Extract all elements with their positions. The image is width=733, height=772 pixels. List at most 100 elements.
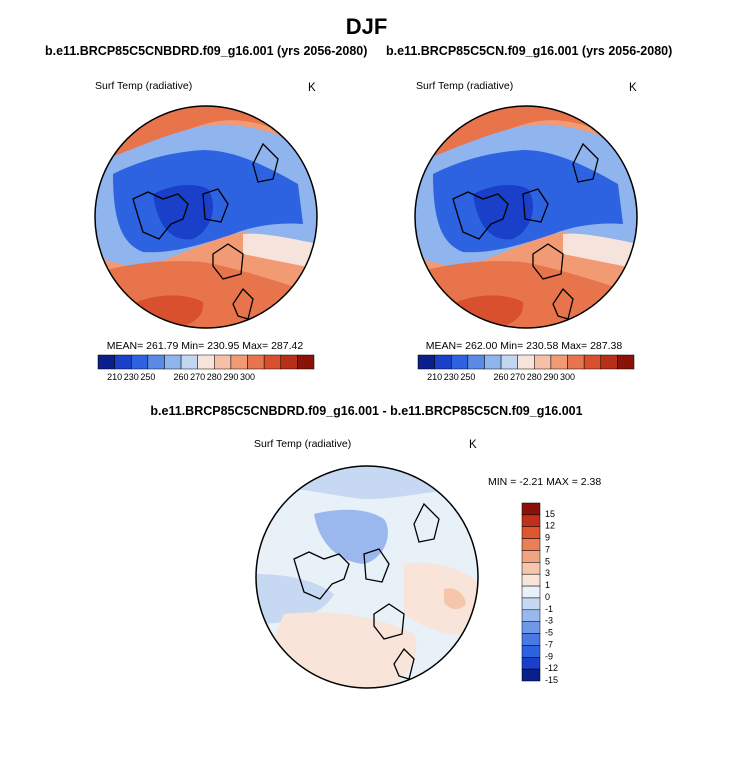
panel3-colorbar: 15 12 97 5 3 1 0 -1 -3 -5-7 -9 -12 -15 — [521, 502, 558, 685]
panel2-colorbar-tick-label: 230 — [444, 372, 459, 382]
panel1-colorbar-tick-label: 280 — [207, 372, 222, 382]
panel3-colorbar-tick-label: -5 — [545, 628, 553, 638]
panel3-units: K — [469, 439, 477, 451]
panel1-colorbar-tick-label: 270 — [190, 372, 205, 382]
panel1-colorbar-swatch-7 — [214, 354, 232, 370]
panel3-colorbar-swatch-2 — [521, 526, 541, 539]
panel2-stats: MEAN= 262.00 Min= 230.58 Max= 287.38 — [425, 340, 623, 352]
panel2-colorbar-swatch-0 — [417, 354, 435, 370]
panel3-cool-west — [256, 574, 334, 624]
panel2-coldest-core — [473, 184, 533, 240]
panel3-slight-cool-north — [256, 466, 478, 500]
panel1-colorbar-swatch-10 — [263, 354, 282, 370]
panel2-colorbar-swatch-4 — [484, 354, 502, 370]
figure-title: DJF — [345, 14, 388, 39]
panel3-colorbar-swatch-9 — [521, 609, 541, 622]
panel3-colorbar-swatch-7 — [521, 585, 541, 599]
panel3-warm-east — [404, 562, 478, 636]
panel3-warm-spot — [444, 588, 466, 610]
panel1-colorbar-swatch-6 — [197, 354, 215, 370]
panel3-colorbar-swatch-12 — [521, 645, 541, 658]
panel1-coldest-core — [153, 184, 213, 240]
panel2-colorbar-tick-label: 210 — [427, 372, 442, 382]
diff-panel-title: b.e11.BRCP85C5CNBDRD.f09_g16.001 - b.e11… — [150, 404, 583, 418]
panel3-colorbar-tick-label: 3 — [545, 568, 550, 578]
panel3-cool-patch — [314, 509, 388, 564]
panel3-colorbar-swatch-13 — [521, 657, 541, 670]
panel3-colorbar-tick-label: 15 — [545, 509, 555, 519]
panel1-colorbar-tick-label: 210 — [107, 372, 122, 382]
panel2-colorbar: 210 230 250 260 270 280 290 300 — [417, 354, 635, 382]
panel1-coastlines — [132, 142, 279, 320]
panel1-colorbar-tick-label: 300 — [240, 372, 255, 382]
panel2-colorbar-tick-label: 250 — [460, 372, 475, 382]
panel3-colorbar-swatch-8 — [521, 597, 541, 611]
panel3-colorbar-swatch-10 — [521, 621, 541, 634]
panel1-colorbar-swatch-0 — [97, 354, 115, 370]
panel3-colorbar-swatch-14 — [521, 668, 541, 682]
panel1-colorbar-swatch-1 — [114, 354, 132, 370]
panel1-colorbar-swatch-8 — [230, 354, 248, 370]
panel2-coastlines — [452, 142, 599, 320]
panel2-colorbar-tick-label: 280 — [527, 372, 542, 382]
panel2-colorbar-swatch-5 — [500, 354, 518, 370]
panel2-map — [414, 105, 638, 329]
panel2-title: b.e11.BRCP85C5CN.f09_g16.001 (yrs 2056-2… — [386, 44, 673, 58]
panel2-colorbar-swatch-9 — [567, 354, 585, 370]
panel1-variable: Surf Temp (radiative) — [95, 80, 193, 92]
panel2-colorbar-swatch-7 — [534, 354, 552, 370]
panel3-variable: Surf Temp (radiative) — [254, 438, 352, 450]
panel1-colorbar-swatch-3 — [147, 354, 165, 370]
panel2-colorbar-tick-label: 290 — [543, 372, 558, 382]
panel3-colorbar-tick-label: 9 — [545, 533, 550, 543]
panel3-colorbar-tick-label: 1 — [545, 580, 550, 590]
panel1-stats: MEAN= 261.79 Min= 230.95 Max= 287.42 — [106, 340, 304, 352]
panel1-colorbar-tick-label: 290 — [223, 372, 238, 382]
panel1-colorbar-tick-label: 230 — [124, 372, 139, 382]
panel1-colorbar-swatch-5 — [180, 354, 198, 370]
panel2-colorbar-swatch-12 — [617, 354, 635, 370]
panel3-colorbar-swatch-4 — [521, 550, 541, 563]
panel3-colorbar-swatch-0 — [521, 502, 541, 516]
panel1-colorbar-swatch-11 — [280, 354, 298, 370]
panel3-colorbar-swatch-1 — [521, 514, 541, 527]
panel2-variable: Surf Temp (radiative) — [416, 80, 514, 92]
panel3-colorbar-tick-label: -7 — [545, 639, 553, 649]
panel3-colorbar-tick-label: -15 — [545, 675, 558, 685]
panel3-colorbar-tick-label: 12 — [545, 521, 555, 531]
panel2-colorbar-swatch-11 — [600, 354, 618, 370]
panel3-colorbar-swatch-3 — [521, 538, 541, 551]
panel1-colorbar-swatch-2 — [130, 354, 149, 370]
panel3-colorbar-tick-label: -1 — [545, 604, 553, 614]
panel2-colorbar-swatch-1 — [434, 354, 452, 370]
panel3-colorbar-tick-label: 5 — [545, 556, 550, 566]
panel2-colorbar-tick-label: 260 — [494, 372, 509, 382]
panel1-colorbar: 210 230 250 260 270 280 290 300 — [97, 354, 315, 382]
panel1-colorbar-swatch-4 — [164, 354, 182, 370]
panel3-stats: MIN = -2.21 MAX = 2.38 — [488, 476, 602, 488]
panel2-units: K — [629, 82, 637, 94]
panel3-colorbar-swatch-5 — [521, 562, 541, 575]
panel2-colorbar-swatch-8 — [550, 354, 568, 370]
panel1-title: b.e11.BRCP85C5CNBDRD.f09_g16.001 (yrs 20… — [45, 44, 368, 58]
panel2-colorbar-swatch-3 — [467, 354, 485, 370]
panel3-coastlines — [293, 502, 440, 680]
panel1-map — [94, 105, 318, 329]
panel2-colorbar-swatch-2 — [450, 354, 469, 370]
panel2-colorbar-tick-label: 270 — [510, 372, 525, 382]
panel3-colorbar-swatch-11 — [521, 633, 541, 646]
panel1-units: K — [308, 82, 316, 94]
panel1-mild-band — [243, 233, 317, 269]
panel2-mild-band — [563, 233, 637, 269]
panel3-colorbar-tick-label: -9 — [545, 651, 553, 661]
panel1-colorbar-tick-label: 260 — [174, 372, 189, 382]
panel3-colorbar-tick-label: -12 — [545, 663, 558, 673]
panel2-colorbar-swatch-10 — [583, 354, 602, 370]
panel3-colorbar-swatch-6 — [521, 573, 541, 587]
panel1-colorbar-tick-label: 250 — [140, 372, 155, 382]
panel3-colorbar-tick-label: -3 — [545, 616, 553, 626]
panel3-colorbar-tick-label: 7 — [545, 544, 550, 554]
panel1-colorbar-swatch-12 — [297, 354, 315, 370]
panel2-colorbar-swatch-6 — [517, 354, 535, 370]
panel2-colorbar-tick-label: 300 — [560, 372, 575, 382]
